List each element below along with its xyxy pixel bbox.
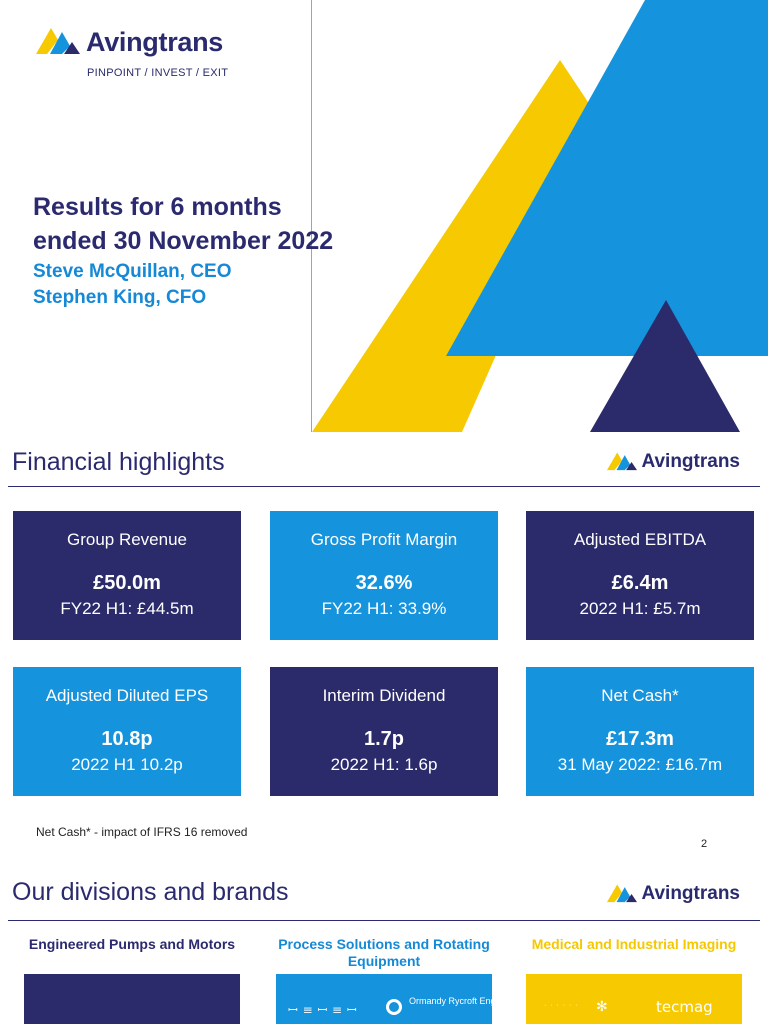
cover-artwork: [312, 0, 768, 432]
card-interim-dividend: Interim Dividend 1.7p 2022 H1: 1.6p: [270, 667, 498, 796]
brand-name: Avingtrans: [86, 26, 224, 57]
brand-name: Avingtrans: [641, 451, 740, 472]
avingtrans-logo-icon: [607, 452, 638, 471]
financial-highlights-slide: Financial highlights Avingtrans Group Re…: [0, 432, 768, 864]
yellow-shape: [312, 60, 600, 432]
card-adjusted-ebitda: Adjusted EBITDA £6.4m 2022 H1: £5.7m: [526, 511, 754, 640]
presenter-ceo: Steve McQuillan, CEO: [33, 261, 232, 282]
card-comparison: 31 May 2022: £16.7m: [557, 755, 723, 774]
slide-heading: Financial highlights: [12, 448, 225, 476]
card-comparison: 2022 H1: 1.6p: [330, 755, 438, 774]
brand-logo-small: Avingtrans: [607, 449, 740, 475]
cover-slide: Avingtrans PINPOINT / INVEST / EXIT Resu…: [0, 0, 768, 432]
footnote: Net Cash* - impact of IFRS 16 removed: [36, 825, 248, 839]
avingtrans-logo-icon: [607, 884, 638, 903]
blue-shape: [446, 0, 768, 356]
division-panel-process: ꟷ ≡ ꟷ ≡ ꟷ Ormandy Rycroft Engineering: [276, 974, 528, 1024]
card-label: Interim Dividend: [322, 686, 446, 705]
card-label: Adjusted EBITDA: [573, 530, 707, 549]
division-title-imaging: Medical and Industrial Imaging: [531, 936, 737, 952]
tecmag-brand-name: tecmag: [656, 998, 713, 1016]
heading-rule: [8, 486, 760, 487]
card-value: 32.6%: [355, 572, 413, 594]
division-title-pumps: Engineered Pumps and Motors: [28, 936, 236, 952]
cover-divider-line: [311, 0, 312, 432]
card-value: 1.7p: [363, 728, 405, 750]
card-value: £17.3m: [606, 728, 674, 750]
cover-title-line-2: ended 30 November 2022: [33, 227, 334, 255]
card-comparison: FY22 H1: 33.9%: [321, 599, 447, 618]
card-comparison: FY22 H1: £44.5m: [60, 599, 194, 618]
brand-name: Avingtrans: [641, 883, 740, 904]
card-net-cash: Net Cash* £17.3m 31 May 2022: £16.7m: [526, 667, 754, 796]
molecule-icon: ✻: [596, 998, 608, 1014]
division-title-process: Process Solutions and Rotating Equipment: [278, 936, 490, 969]
presenter-cfo: Stephen King, CFO: [33, 287, 207, 308]
avingtrans-logo-icon: [36, 28, 80, 54]
brand-logo-small: Avingtrans: [607, 881, 740, 907]
card-comparison: 2022 H1: £5.7m: [579, 599, 701, 618]
card-label: Gross Profit Margin: [310, 530, 458, 549]
card-gross-profit-margin: Gross Profit Margin 32.6% FY22 H1: 33.9%: [270, 511, 498, 640]
division-panel-pumps: [24, 974, 240, 1024]
card-adjusted-diluted-eps: Adjusted Diluted EPS 10.8p 2022 H1 10.2p: [13, 667, 241, 796]
page-number: 2: [701, 838, 708, 850]
divisions-slide: Our divisions and brands Avingtrans Engi…: [0, 864, 768, 1024]
ormandy-brand-name: Ormandy Rycroft Engineering: [409, 996, 528, 1006]
brand-logo-wordmark: · · · · · ·: [544, 1002, 579, 1009]
brand-logo: Avingtrans: [36, 24, 223, 60]
card-value: £6.4m: [611, 572, 669, 594]
cover-title-line-1: Results for 6 months: [33, 193, 282, 221]
brand-tagline: PINPOINT / INVEST / EXIT: [87, 67, 229, 79]
heading-rule: [8, 920, 760, 921]
division-panel-imaging: · · · · · · ✻ tecmag: [526, 974, 742, 1024]
slide-heading: Our divisions and brands: [12, 878, 289, 906]
card-comparison: 2022 H1 10.2p: [71, 755, 183, 774]
card-label: Adjusted Diluted EPS: [45, 686, 209, 705]
card-value: 10.8p: [101, 728, 153, 750]
card-value: £50.0m: [93, 572, 161, 594]
card-label: Net Cash*: [601, 686, 679, 705]
ormandy-logo-icon: [386, 999, 402, 1015]
card-label: Group Revenue: [66, 530, 188, 549]
brand-logo-wordmark: ꟷ ≡ ꟷ ≡ ꟷ: [288, 1003, 358, 1017]
navy-triangle: [590, 300, 740, 432]
card-group-revenue: Group Revenue £50.0m FY22 H1: £44.5m: [13, 511, 241, 640]
